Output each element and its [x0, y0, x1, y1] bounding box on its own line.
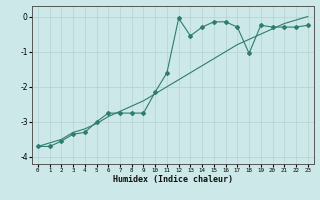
- X-axis label: Humidex (Indice chaleur): Humidex (Indice chaleur): [113, 175, 233, 184]
